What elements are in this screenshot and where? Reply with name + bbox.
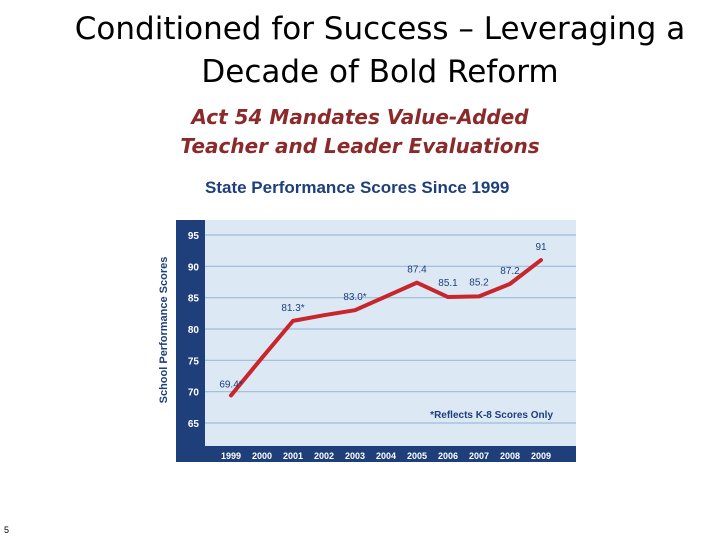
y-tick-label: 95	[188, 231, 200, 242]
x-tick-label: 2003	[345, 451, 365, 461]
subtitle-line-1: Act 54 Mandates Value-Added	[191, 105, 529, 129]
subtitle-line-2: Teacher and Leader Evaluations	[180, 134, 540, 158]
slide-title: Conditioned for Success – Leveraging a D…	[40, 8, 720, 94]
x-tick-label: 2000	[252, 451, 272, 461]
x-tick-label: 2001	[283, 451, 303, 461]
series-line	[229, 258, 543, 398]
x-tick-label: 2002	[314, 451, 334, 461]
y-tick-label: 90	[188, 262, 200, 273]
y-tick-label: 75	[188, 356, 200, 367]
x-tick-label: 2005	[407, 451, 427, 461]
data-label: 87.2	[500, 266, 520, 277]
x-tick-label: 1999	[221, 451, 241, 461]
x-tick-label: 2006	[438, 451, 458, 461]
chart-title: State Performance Scores Since 1999	[205, 178, 510, 197]
data-label: 83.0*	[343, 292, 366, 303]
x-tick-label: 2004	[376, 451, 396, 461]
slide-subtitle: Act 54 Mandates Value-Added Teacher and …	[60, 103, 660, 161]
page-number: 5	[4, 525, 10, 535]
y-tick-label: 80	[188, 325, 200, 336]
data-label: 69.4*	[219, 379, 242, 390]
slide-title-line: Conditioned for Success – Leveraging a D…	[74, 11, 686, 90]
chart-footnote: *Reflects K-8 Scores Only	[430, 410, 553, 421]
data-label: 81.3*	[281, 303, 304, 314]
y-tick-label: 65	[188, 419, 200, 430]
y-tick-label: 85	[188, 294, 200, 305]
data-label: 91	[535, 242, 547, 253]
x-tick-label: 2009	[531, 451, 551, 461]
data-label: 85.1	[438, 278, 458, 289]
x-tick-label: 2008	[500, 451, 520, 461]
x-tick-label: 2007	[469, 451, 489, 461]
y-tick-label: 70	[188, 388, 200, 399]
data-label: 85.2	[469, 277, 489, 288]
plot-area	[205, 220, 576, 446]
data-label: 87.4	[407, 265, 427, 276]
